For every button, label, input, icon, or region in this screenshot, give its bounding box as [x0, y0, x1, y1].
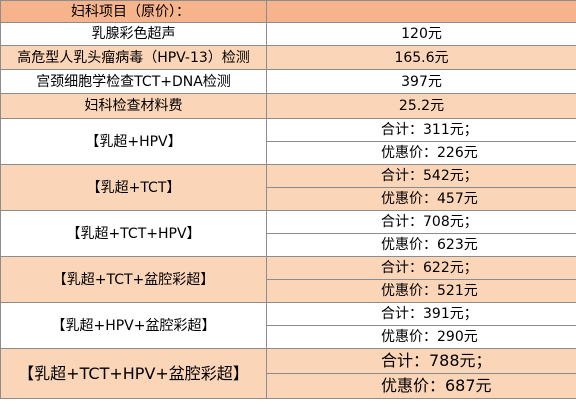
package-row: 【乳超+TCT】 合计：542元； [0, 164, 576, 211]
item-name: 高危型人乳头瘤病毒（HPV-13）检测 [0, 45, 267, 70]
package-discount: 优惠价：226元 [266, 141, 576, 165]
item-row: 高危型人乳头瘤病毒（HPV-13）检测 165.6元 [0, 45, 576, 70]
item-row: 宫颈细胞学检查TCT+DNA检测 397元 [0, 69, 576, 94]
package-row: 优惠价：687元 [1, 373, 576, 399]
package-total: 合计：788元； [266, 348, 576, 374]
package-total: 合计：708元； [266, 210, 576, 234]
package-row: 优惠价：226元 [1, 141, 576, 165]
package-name: 【乳超+HPV】 [0, 118, 267, 165]
package-row: 【乳超+TCT+HPV+盆腔彩超】 合计：788元； [0, 348, 576, 399]
package-row: 【乳超+TCT+盆腔彩超】 合计：622元； [0, 256, 576, 303]
package-discount: 优惠价：623元 [266, 233, 576, 257]
item-name: 乳腺彩色超声 [0, 22, 267, 46]
package-row: 【乳超+HPV】 合计：311元； [0, 118, 576, 165]
package-discount: 优惠价：290元 [266, 325, 576, 349]
package-name: 【乳超+HPV+盆腔彩超】 [0, 302, 267, 349]
package-name: 【乳超+TCT+HPV】 [0, 210, 267, 257]
package-total: 合计：622元； [266, 256, 576, 280]
package-row: 优惠价：521元 [1, 279, 576, 303]
package-row: 【乳超+HPV+盆腔彩超】 合计：391元； [0, 302, 576, 349]
package-row: 优惠价：290元 [1, 325, 576, 349]
item-price: 120元 [266, 22, 576, 46]
item-row: 妇科检查材料费 25.2元 [0, 93, 576, 119]
item-row: 乳腺彩色超声 120元 [0, 22, 576, 46]
item-price: 25.2元 [266, 93, 576, 119]
header-blank-cell [266, 0, 576, 23]
item-price: 397元 [266, 69, 576, 94]
item-price: 165.6元 [266, 45, 576, 70]
package-row: 优惠价：623元 [1, 233, 576, 257]
item-name: 宫颈细胞学检查TCT+DNA检测 [0, 69, 267, 94]
header-row: 妇科项目（原价）： [0, 0, 576, 23]
package-total: 合计：311元； [266, 118, 576, 142]
header-title: 妇科项目（原价）： [0, 0, 267, 23]
item-name: 妇科检查材料费 [0, 93, 267, 119]
package-row: 【乳超+TCT+HPV】 合计：708元； [0, 210, 576, 257]
package-total: 合计：391元； [266, 302, 576, 326]
package-name: 【乳超+TCT+盆腔彩超】 [0, 256, 267, 303]
package-name: 【乳超+TCT】 [0, 164, 267, 211]
package-discount: 优惠价：687元 [266, 373, 576, 399]
package-name: 【乳超+TCT+HPV+盆腔彩超】 [0, 348, 267, 399]
package-discount: 优惠价：521元 [266, 279, 576, 303]
package-total: 合计：542元； [266, 164, 576, 188]
package-discount: 优惠价：457元 [266, 187, 576, 211]
